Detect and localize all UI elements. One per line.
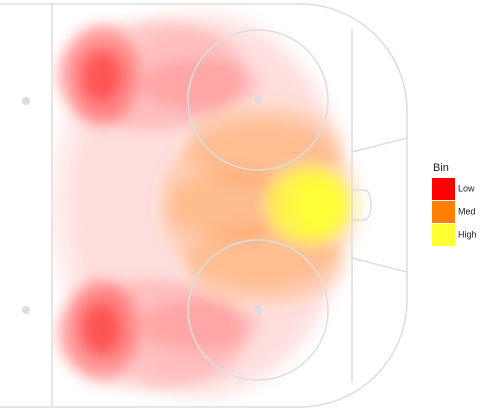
density-contour — [292, 177, 344, 233]
faceoff-circle — [187, 29, 329, 171]
legend-swatch — [432, 201, 455, 223]
faceoff-dot — [22, 306, 30, 314]
legend-label: High — [458, 229, 477, 239]
density-contour — [80, 49, 120, 101]
legend: Low Med High — [432, 178, 477, 246]
boards — [0, 3, 408, 408]
trapezoid — [351, 257, 408, 273]
density-contour — [170, 170, 290, 240]
density-contour — [185, 105, 345, 185]
legend-label: Low — [458, 183, 475, 193]
legend-swatch — [432, 178, 455, 200]
faceoff-dot — [254, 96, 262, 104]
trapezoid — [351, 137, 408, 153]
faceoff-dot — [22, 97, 30, 105]
legend-swatch — [432, 224, 455, 246]
density-contour — [185, 225, 345, 305]
density-layer — [52, 10, 360, 400]
legend-title: Bin — [433, 162, 449, 174]
goal-crease — [352, 189, 372, 221]
density-contour — [140, 300, 260, 350]
faceoff-dot — [254, 306, 262, 314]
rink-lines — [0, 3, 408, 408]
density-contour — [80, 304, 120, 356]
density-contour — [140, 60, 260, 110]
legend-label: Med — [458, 206, 476, 216]
faceoff-circle — [187, 239, 329, 381]
